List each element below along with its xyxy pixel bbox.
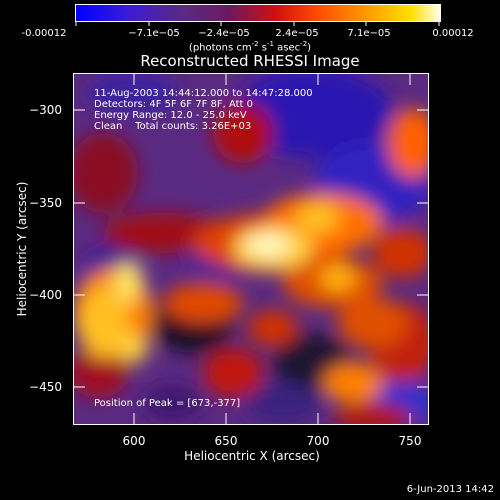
timestamp-footer: 6-Jun-2013 14:42: [406, 484, 494, 495]
info-energy-range: Energy Range: 12.0 - 25.0 keV: [94, 110, 247, 121]
colorbar: [75, 4, 441, 22]
image-title: Reconstructed RHESSI Image: [140, 52, 360, 70]
info-time-range: 11-Aug-2003 14:44:12.000 to 14:47:28.000: [94, 88, 313, 99]
info-counts: Clean Total counts: 3.26E+03: [94, 121, 252, 132]
x-tick-label: 700: [306, 434, 330, 448]
colorbar-tick-label: 0.00012: [432, 28, 474, 39]
x-axis-title: Heliocentric X (arcsec): [184, 449, 320, 463]
x-tick-label: 600: [122, 434, 146, 448]
colorbar-ticks: [75, 21, 440, 26]
x-tick-label: 650: [214, 434, 238, 448]
y-tick-label: −300: [29, 103, 62, 117]
y-axis-title: Heliocentric Y (arcsec): [15, 181, 29, 317]
colorbar-units: (photons cm-2 s-1 asec-2): [188, 40, 312, 54]
colorbar-tick-label: -0.00012: [21, 28, 67, 39]
y-tick-label: −400: [29, 288, 62, 302]
info-detectors: Detectors: 4F 5F 6F 7F 8F, Att 0: [94, 99, 254, 110]
y-tick-label: −350: [29, 196, 62, 210]
peak-position-label: Position of Peak = [673,-377]: [94, 398, 241, 409]
y-tick-label: −450: [29, 380, 62, 394]
colorbar-tick-label: 2.4e−05: [275, 28, 319, 39]
colorbar-tick-label: 7.1e−05: [347, 28, 391, 39]
x-tick-label: 750: [398, 434, 422, 448]
rhessi-image: [73, 73, 429, 425]
colorbar-tick-label: −7.1e−05: [128, 28, 180, 39]
colorbar-tick-label: −2.4e−05: [198, 28, 250, 39]
